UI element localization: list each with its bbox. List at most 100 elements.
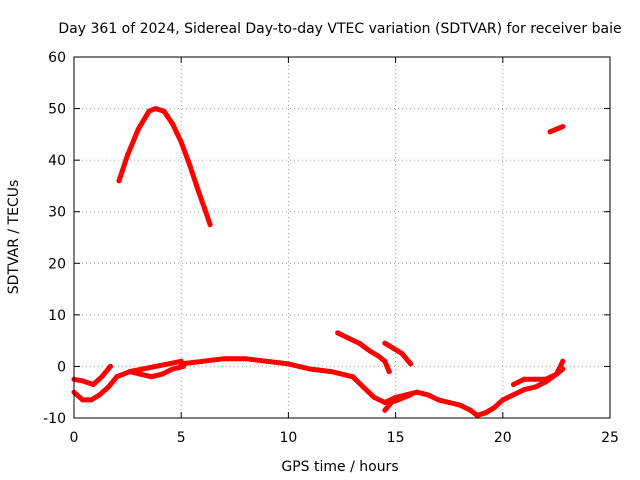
data-point (483, 410, 489, 416)
data-point (511, 392, 516, 398)
data-point (200, 358, 206, 364)
data-point (146, 108, 152, 114)
data-point (202, 206, 208, 212)
data-point (335, 330, 341, 336)
y-tick-label: 30 (48, 205, 66, 221)
data-point (135, 126, 141, 132)
data-point (148, 374, 154, 380)
y-tick-label: 0 (57, 359, 66, 375)
data-point (382, 340, 388, 346)
data-point (159, 371, 165, 377)
grid-lines (74, 57, 610, 418)
data-point (140, 366, 146, 372)
data-point (474, 412, 480, 418)
data-point (553, 126, 559, 132)
data-series (71, 106, 566, 418)
series-mid-arc-b (382, 340, 414, 367)
data-point (243, 356, 248, 362)
data-point (97, 392, 103, 398)
x-tick-label: 20 (494, 430, 512, 446)
chart-title: Day 361 of 2024, Sidereal Day-to-day VTE… (58, 21, 621, 37)
data-point (125, 152, 131, 158)
data-point (138, 371, 143, 377)
data-point (127, 369, 133, 375)
data-point (356, 340, 362, 346)
series-early-low (71, 358, 184, 403)
data-point (170, 366, 176, 372)
x-tick-label: 10 (279, 430, 297, 446)
series-early-top (71, 363, 113, 387)
data-point (195, 188, 201, 194)
data-point (360, 384, 366, 390)
data-point (414, 389, 420, 395)
data-point (207, 222, 213, 228)
data-point (350, 374, 356, 380)
data-point (367, 348, 373, 354)
data-point (116, 178, 122, 184)
data-point (80, 397, 86, 403)
data-point (388, 400, 394, 405)
data-point (532, 376, 538, 382)
data-point (399, 351, 405, 356)
data-point (80, 378, 86, 384)
data-point (264, 358, 270, 364)
data-point (425, 392, 431, 398)
data-point (457, 402, 463, 408)
y-axis-label: SDTVAR / TECUs (6, 180, 22, 295)
data-point (105, 384, 111, 390)
data-point (285, 361, 291, 367)
x-tick-label: 15 (387, 430, 405, 446)
data-point (553, 371, 559, 377)
data-point (511, 382, 516, 387)
data-point (165, 361, 171, 367)
plot-frame (73, 56, 611, 419)
series-mid-arc-a (335, 330, 392, 375)
data-point (178, 139, 184, 145)
data-point (153, 106, 158, 112)
data-point (161, 108, 167, 114)
data-point (521, 387, 527, 393)
data-point (371, 394, 377, 400)
y-tick-label: 20 (48, 256, 66, 272)
y-tick-label: 50 (48, 102, 66, 118)
data-point (386, 369, 392, 375)
data-point (90, 382, 96, 387)
x-tick-label: 25 (601, 430, 619, 446)
data-point (500, 397, 506, 403)
data-point (395, 397, 401, 403)
data-point (408, 392, 414, 398)
data-point (560, 124, 566, 130)
data-point (401, 394, 407, 400)
data-point (382, 407, 388, 413)
data-point (382, 358, 388, 364)
series-main-arc (178, 356, 566, 418)
data-point (491, 405, 497, 411)
x-tick-label: 5 (177, 430, 186, 446)
data-point (170, 121, 176, 127)
data-point (107, 363, 113, 369)
y-tick-label: 40 (48, 153, 66, 169)
data-point (560, 358, 566, 364)
data-point (328, 369, 334, 375)
data-point (153, 363, 158, 369)
data-point (382, 400, 388, 405)
data-point (307, 366, 313, 372)
data-point (391, 345, 396, 351)
data-point (468, 407, 474, 413)
data-point (99, 374, 105, 380)
data-point (446, 400, 452, 405)
data-point (345, 335, 351, 341)
y-tick-label: -10 (43, 411, 66, 427)
data-point (221, 356, 227, 362)
data-point (436, 397, 441, 403)
series-arc-high (116, 106, 213, 228)
data-point (543, 376, 549, 382)
x-tick-label: 0 (70, 430, 79, 446)
data-point (532, 384, 538, 390)
data-point (408, 361, 414, 367)
data-point (178, 361, 184, 367)
data-point (88, 397, 94, 403)
data-point (375, 353, 381, 359)
